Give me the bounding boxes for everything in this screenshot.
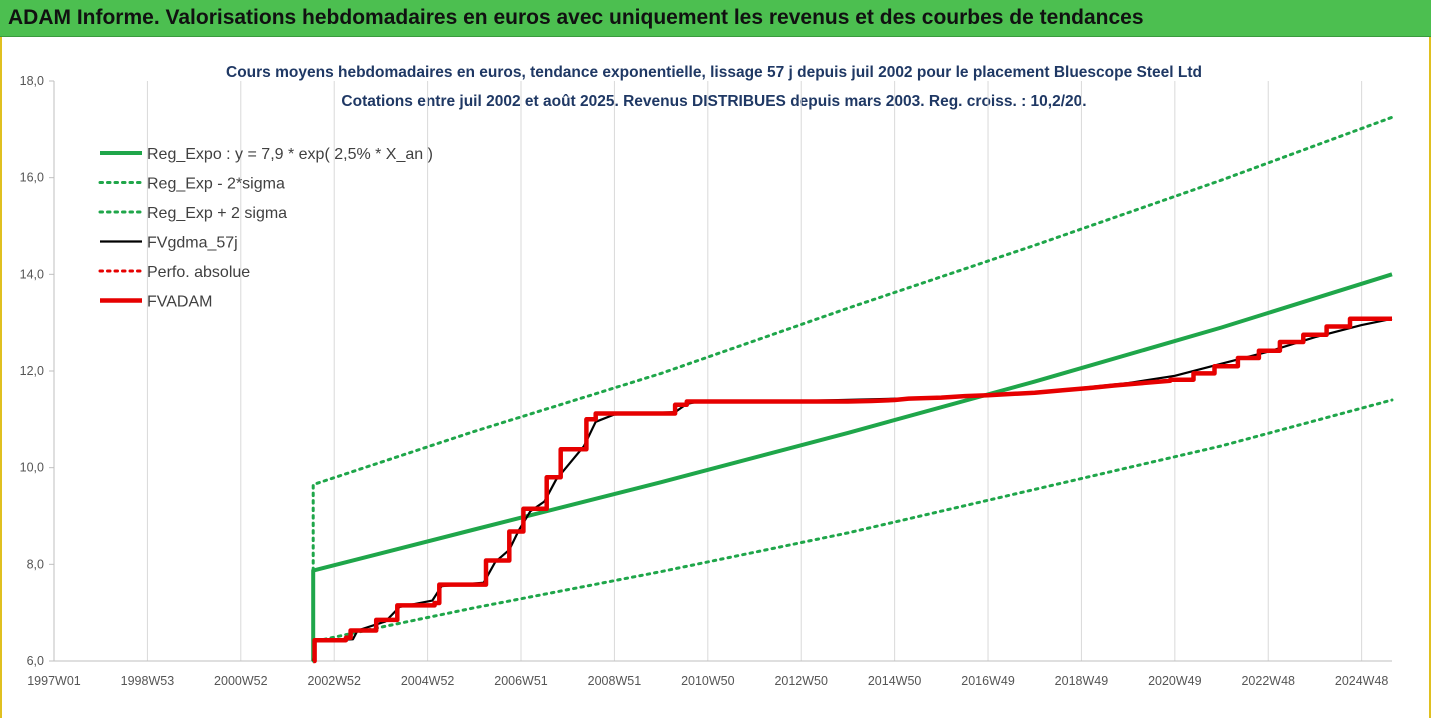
y-tick-label: 10,0 — [20, 461, 44, 475]
x-tick-label: 2020W49 — [1148, 674, 1202, 688]
series-line-0 — [311, 272, 1393, 661]
legend-label: Reg_Exp - 2*sigma — [147, 176, 285, 193]
x-tick-label: 2010W50 — [681, 674, 735, 688]
x-tick-label: 2000W52 — [214, 674, 268, 688]
series-line-2 — [311, 115, 1394, 573]
x-tick-label: 2016W49 — [961, 674, 1015, 688]
legend-label: FVgdma_57j — [147, 235, 238, 252]
legend-label: Reg_Expo : y = 7,9 * exp( 2,5% * X_an ) — [147, 146, 433, 163]
series-line-1 — [311, 398, 1394, 663]
y-tick-label: 18,0 — [20, 74, 44, 88]
legend-label: Perfo. absolue — [147, 264, 250, 281]
chart-subtitle: Cotations entre juil 2002 et août 2025. … — [341, 93, 1086, 110]
y-tick-label: 16,0 — [20, 171, 44, 185]
series-line-5 — [312, 316, 1392, 664]
x-tick-label: 2012W50 — [774, 674, 828, 688]
series-lines — [311, 115, 1394, 664]
legend-label: FVADAM — [147, 294, 212, 311]
series-line-3 — [312, 317, 1393, 662]
report-title: ADAM Informe. Valorisations hebdomadaire… — [8, 6, 1144, 29]
x-tick-label: 2008W51 — [588, 674, 642, 688]
x-tick-label: 2004W52 — [401, 674, 455, 688]
x-tick-label: 2018W49 — [1055, 674, 1109, 688]
y-tick-label: 8,0 — [27, 557, 44, 571]
axes: 1997W01 1998W53 2000W52 2002W52 2004W52 2006W… — [20, 74, 1392, 688]
legend-label: Reg_Exp + 2 sigma — [147, 205, 287, 222]
chart-title: Cours moyens hebdomadaires en euros, ten… — [226, 64, 1202, 81]
gridlines — [53, 81, 1363, 661]
y-tick-label: 12,0 — [20, 364, 44, 378]
x-tick-label: 2022W48 — [1241, 674, 1295, 688]
report-header-banner: ADAM Informe. Valorisations hebdomadaire… — [0, 0, 1431, 37]
y-tick-label: 6,0 — [27, 654, 44, 668]
x-tick-label: 2024W48 — [1335, 674, 1389, 688]
x-tick-label: 1997W01 — [27, 674, 81, 688]
y-tick-label: 14,0 — [20, 267, 44, 281]
x-tick-label: 2014W50 — [868, 674, 922, 688]
x-tick-label: 1998W53 — [121, 674, 175, 688]
chart-frame: Cours moyens hebdomadaires en euros, ten… — [0, 37, 1431, 718]
line-chart: Cours moyens hebdomadaires en euros, ten… — [20, 64, 1394, 688]
x-tick-label: 2002W52 — [307, 674, 361, 688]
legend: Reg_Expo : y = 7,9 * exp( 2,5% * X_an ) R… — [98, 146, 433, 311]
x-tick-label: 2006W51 — [494, 674, 548, 688]
